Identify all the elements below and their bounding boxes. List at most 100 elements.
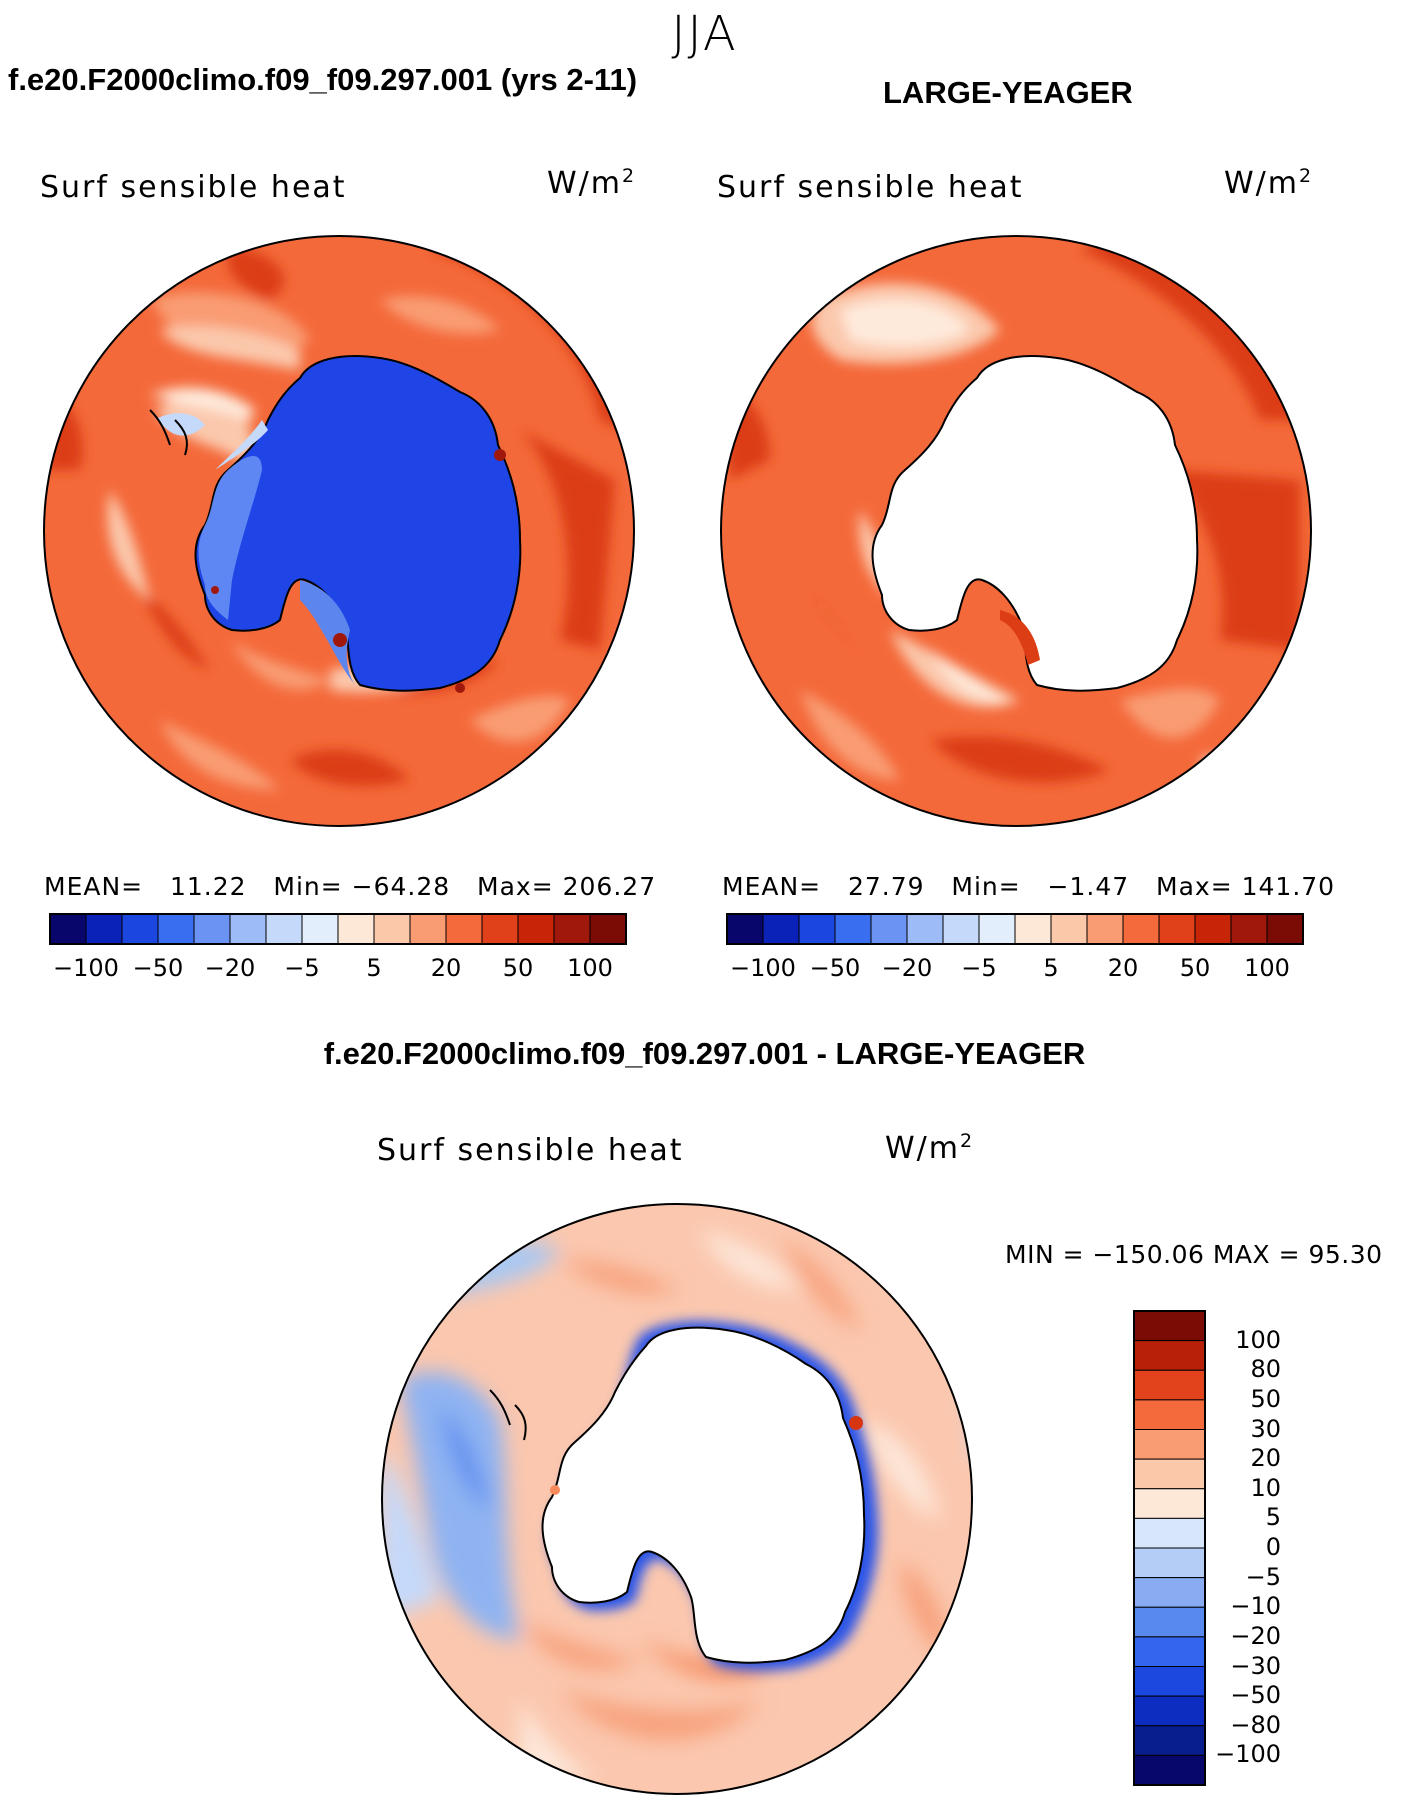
colorbar-swatch [1230,913,1268,945]
left-units-label: W/m2 [547,165,637,201]
colorbar-tick-label: 100 [1244,954,1290,982]
colorbar-swatch [978,913,1016,945]
diff-colorbar-swatch [1133,1577,1206,1608]
colorbar-swatch [762,913,800,945]
colorbar-tick-label: −100 [53,954,119,982]
diff-colorbar-tick-label: −5 [1245,1562,1281,1591]
colorbar-swatch [1194,913,1232,945]
colorbar-tick-label: 5 [1043,954,1059,982]
colorbar-tick-label: −20 [881,954,933,982]
diff-map [381,1203,973,1795]
diff-colorbar-outline [1133,1310,1206,1786]
colorbar-outline [49,913,627,945]
colorbar-swatch [1158,913,1196,945]
diff-title: f.e20.F2000climo.f09_f09.297.001 - LARGE… [323,1036,1086,1071]
right-colorbar [726,913,1304,945]
colorbar-tick-label: −50 [132,954,184,982]
right-map [720,235,1312,827]
season-title: JJA [671,6,738,62]
diff-colorbar [1133,1310,1206,1786]
colorbar-swatch [942,913,980,945]
diff-colorbar-tick-label: −50 [1230,1681,1281,1710]
colorbar-swatch [553,913,591,945]
diff-colorbar-tick-label: −30 [1230,1651,1281,1680]
colorbar-swatch [906,913,944,945]
colorbar-swatch [726,913,764,945]
left-colorbar [49,913,627,945]
colorbar-tick-label: 20 [1107,954,1139,982]
colorbar-swatch [301,913,339,945]
right-units-label: W/m2 [1224,165,1314,201]
colorbar-swatch [1266,913,1304,945]
colorbar-tick-label: 20 [430,954,462,982]
colorbar-tick-label: 100 [567,954,613,982]
diff-colorbar-tick-label: 30 [1250,1414,1281,1443]
diff-units-label: W/m2 [885,1130,975,1166]
colorbar-swatch [1122,913,1160,945]
right-case-title: LARGE-YEAGER [883,75,1133,110]
diff-colorbar-swatch [1133,1606,1206,1638]
diff-colorbar-swatch [1133,1458,1206,1490]
colorbar-swatch [85,913,123,945]
colorbar-swatch [265,913,303,945]
colorbar-swatch [373,913,411,945]
diff-field-label: Surf sensible heat [377,1133,684,1168]
diff-minmax: MIN = −150.06 MAX = 95.30 [1005,1240,1383,1269]
diff-colorbar-tick-label: −100 [1215,1740,1281,1769]
right-stats: MEAN= 27.79 Min= −1.47 Max= 141.70 [722,872,1336,901]
colorbar-tick-label: −20 [204,954,256,982]
diff-colorbar-swatch [1133,1725,1206,1756]
diff-colorbar-tick-label: 100 [1235,1325,1281,1354]
colorbar-swatch [798,913,836,945]
colorbar-tick-label: 50 [502,954,534,982]
left-stats: MEAN= 11.22 Min= −64.28 Max= 206.27 [44,872,657,901]
colorbar-swatch [1086,913,1124,945]
diff-colorbar-swatch [1133,1666,1206,1697]
colorbar-swatch [193,913,231,945]
diff-colorbar-tick-label: −80 [1230,1710,1281,1739]
colorbar-swatch [337,913,375,945]
colorbar-tick-label: −5 [284,954,320,982]
colorbar-swatch [517,913,555,945]
diff-colorbar-swatch [1133,1340,1206,1371]
diff-colorbar-tick-label: −20 [1230,1621,1281,1650]
colorbar-swatch [49,913,87,945]
diff-colorbar-swatch [1133,1754,1206,1786]
colorbar-outline [726,913,1304,945]
colorbar-swatch [445,913,483,945]
diff-colorbar-swatch [1133,1310,1206,1342]
diff-colorbar-swatch [1133,1517,1206,1549]
diff-colorbar-swatch [1133,1547,1206,1579]
colorbar-tick-label: 50 [1179,954,1211,982]
diff-colorbar-tick-label: 50 [1250,1384,1281,1413]
left-map-border [43,235,635,827]
diff-colorbar-swatch [1133,1369,1206,1401]
diff-colorbar-swatch [1133,1399,1206,1430]
colorbar-swatch [157,913,195,945]
diff-colorbar-tick-label: 80 [1250,1355,1281,1384]
colorbar-tick-label: −100 [730,954,796,982]
diff-colorbar-swatch [1133,1429,1206,1460]
colorbar-swatch [121,913,159,945]
colorbar-swatch [481,913,519,945]
left-case-title: f.e20.F2000climo.f09_f09.297.001 (yrs 2-… [8,62,638,97]
diff-colorbar-swatch [1133,1488,1206,1519]
diff-colorbar-swatch [1133,1695,1206,1727]
colorbar-swatch [834,913,872,945]
diff-colorbar-tick-label: 5 [1265,1503,1281,1532]
left-map [43,235,635,827]
colorbar-tick-label: −5 [961,954,997,982]
diff-colorbar-tick-label: 10 [1250,1473,1281,1502]
diff-colorbar-swatch [1133,1636,1206,1667]
colorbar-swatch [1014,913,1052,945]
right-field-label: Surf sensible heat [717,170,1024,205]
colorbar-swatch [589,913,627,945]
left-field-label: Surf sensible heat [40,170,347,205]
colorbar-swatch [870,913,908,945]
colorbar-swatch [409,913,447,945]
diff-map-border [381,1203,973,1795]
right-map-border [720,235,1312,827]
diff-colorbar-tick-label: −10 [1230,1592,1281,1621]
diff-colorbar-tick-label: 20 [1250,1444,1281,1473]
